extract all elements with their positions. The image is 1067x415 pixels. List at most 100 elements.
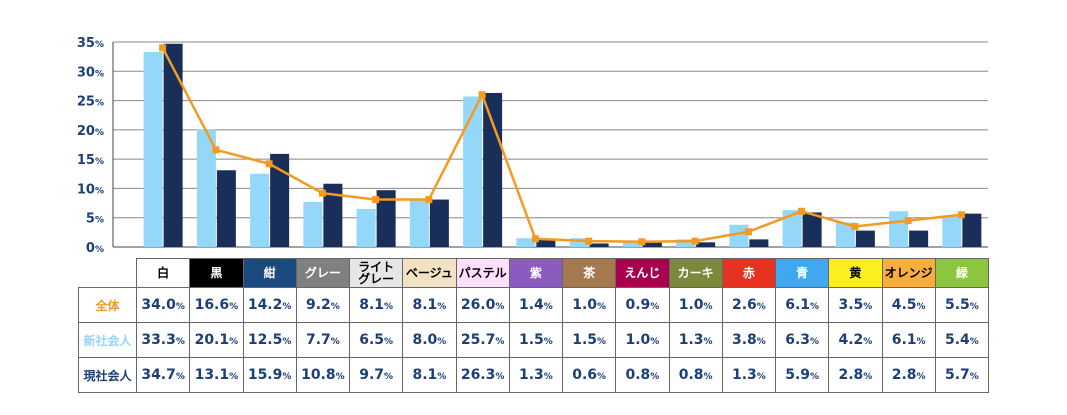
corner-cell (78, 258, 137, 288)
line-point (585, 237, 593, 245)
category-header: 茶 (561, 258, 617, 288)
value-cell: 16.6% (189, 287, 244, 323)
category-header: グレー (295, 258, 351, 288)
value-cell: 9.2% (295, 287, 351, 323)
category-header: 黄 (828, 258, 883, 288)
category-header: 赤 (721, 258, 777, 288)
bar-current-employee (962, 213, 982, 247)
category-header: 紺 (242, 258, 297, 288)
value-cell: 14.2% (242, 287, 297, 323)
bar-current-employee (536, 239, 556, 247)
table-row: 全体 34.0% 16.6% 14.2% 9.2% 8.1% 8.1% 26.0% 1.4% 1.… (78, 287, 990, 323)
value-cell: 8.1% (348, 287, 404, 323)
line-point (904, 217, 912, 225)
value-cell: 0.9% (615, 287, 670, 323)
bar-current-employee (163, 43, 183, 247)
data-table: 白黒紺グレー ライト グレー ベージュ パステル紫茶えんじ カーキ赤青黄オレンジ緑全体 34… (78, 258, 990, 393)
bar-new-employee (676, 239, 696, 247)
value-cell: 8.1% (402, 287, 457, 323)
row-label: 現社会人 (78, 357, 137, 393)
y-tick-label: 0% (86, 241, 104, 256)
y-tick-label: 5% (86, 212, 104, 227)
bar-new-employee (356, 208, 376, 247)
value-cell: 3.5% (828, 287, 883, 323)
value-cell: 6.5% (348, 322, 404, 358)
bar-new-employee (835, 222, 855, 247)
bar-current-employee (855, 230, 875, 247)
value-cell: 1.0% (668, 287, 723, 323)
value-cell: 1.3% (668, 322, 723, 358)
value-cell: 5.9% (774, 357, 830, 393)
category-header: ベージュ (402, 258, 457, 288)
bar-new-employee (516, 238, 536, 247)
y-tick-label: 25% (77, 95, 104, 110)
bar-current-employee (749, 239, 769, 247)
bar-new-employee (143, 51, 163, 248)
bar-new-employee (463, 96, 483, 247)
value-cell: 1.5% (561, 322, 617, 358)
value-cell: 8.0% (402, 322, 457, 358)
value-cell: 20.1% (189, 322, 244, 358)
bar-current-employee (589, 243, 609, 247)
line-point (744, 228, 752, 236)
line-point (798, 207, 806, 215)
y-tick-label: 20% (77, 124, 104, 139)
line-point (691, 237, 699, 245)
bar-new-employee (569, 238, 589, 247)
value-cell: 5.4% (934, 322, 990, 358)
bar-current-employee (802, 212, 822, 247)
category-header: 白 (135, 258, 191, 288)
value-cell: 10.8% (295, 357, 351, 393)
y-tick-label: 35% (77, 36, 104, 51)
value-cell: 6.1% (881, 322, 936, 358)
line-point (212, 146, 220, 154)
bar-line-chart: 0% 5% 10% 15% 20% 25% 30% 35% (77, 36, 988, 256)
line-point (318, 189, 326, 197)
value-cell: 2.8% (828, 357, 883, 393)
y-tick-label: 15% (77, 153, 104, 168)
bar-new-employee (409, 200, 429, 247)
value-cell: 1.5% (508, 322, 564, 358)
row-label: 新社会人 (78, 322, 137, 358)
value-cell: 7.7% (295, 322, 351, 358)
row-label: 全体 (78, 287, 137, 323)
category-header: ライト グレー (348, 258, 404, 288)
value-cell: 6.3% (774, 322, 830, 358)
value-cell: 0.6% (561, 357, 617, 393)
value-cell: 1.3% (508, 357, 564, 393)
category-header: えんじ (615, 258, 670, 288)
value-cell: 33.3% (135, 322, 191, 358)
value-cell: 26.3% (455, 357, 510, 393)
value-cell: 34.0% (135, 287, 191, 323)
bar-new-employee (942, 215, 962, 247)
value-cell: 1.0% (561, 287, 617, 323)
bar-new-employee (196, 129, 216, 247)
bar-new-employee (782, 210, 802, 247)
line-overall (161, 47, 962, 243)
value-cell: 15.9% (242, 357, 297, 393)
bar-current-employee (696, 242, 716, 247)
line-point (851, 223, 859, 230)
value-cell: 0.8% (615, 357, 670, 393)
bar-new-employee (250, 173, 270, 247)
value-cell: 34.7% (135, 357, 191, 393)
line-point (638, 238, 646, 246)
category-header: パステル (455, 258, 510, 288)
line-point (531, 235, 539, 243)
bar-current-employee (909, 230, 929, 247)
line-point (372, 196, 380, 204)
value-cell: 4.5% (881, 287, 936, 323)
value-cell: 1.3% (721, 357, 777, 393)
value-cell: 1.4% (508, 287, 564, 323)
value-cell: 25.7% (455, 322, 510, 358)
category-header: カーキ (668, 258, 723, 288)
value-cell: 3.8% (721, 322, 777, 358)
line-point (159, 44, 167, 52)
bar-new-employee (889, 211, 909, 247)
value-cell: 5.5% (934, 287, 990, 323)
value-cell: 12.5% (242, 322, 297, 358)
value-cell: 9.7% (348, 357, 404, 393)
value-cell: 8.1% (402, 357, 457, 393)
value-cell: 4.2% (828, 322, 883, 358)
